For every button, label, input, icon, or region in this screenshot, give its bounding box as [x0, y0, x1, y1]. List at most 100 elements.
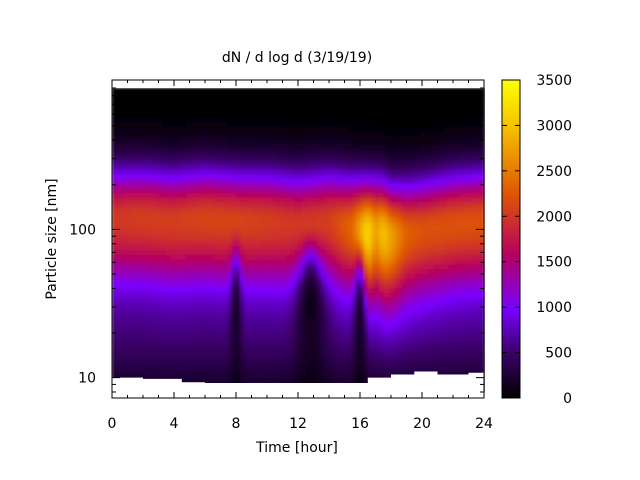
- heatmap-cell: [185, 130, 191, 137]
- heatmap-cell: [340, 320, 346, 327]
- heatmap-cell: [367, 178, 373, 184]
- heatmap-cell: [181, 249, 187, 255]
- heatmap-cell: [174, 320, 179, 327]
- heatmap-cell: [239, 316, 245, 322]
- heatmap-cell: [290, 263, 295, 270]
- heatmap-cell: [174, 263, 179, 270]
- heatmap-cell: [274, 225, 280, 232]
- heatmap-cell: [398, 187, 404, 194]
- heatmap-cell: [170, 287, 175, 293]
- heatmap-cell: [112, 230, 117, 236]
- heatmap-cell: [158, 197, 163, 203]
- heatmap-cell: [371, 159, 377, 165]
- heatmap-cell: [146, 316, 152, 322]
- heatmap-cell: [282, 368, 287, 374]
- heatmap-cell: [309, 254, 315, 260]
- heatmap-cell: [208, 154, 214, 160]
- heatmap-cell: [305, 287, 311, 293]
- heatmap-cell: [290, 116, 295, 122]
- heatmap-cell: [379, 273, 384, 279]
- heatmap-cell: [115, 154, 121, 160]
- heatmap-cell: [255, 88, 260, 94]
- heatmap-cell: [356, 116, 361, 122]
- heatmap-cell: [309, 140, 315, 146]
- heatmap-cell: [205, 373, 210, 379]
- heatmap-cell: [158, 126, 163, 132]
- heatmap-cell: [236, 349, 241, 355]
- heatmap-cell: [267, 126, 272, 132]
- heatmap-cell: [239, 320, 245, 327]
- heatmap-cell: [267, 230, 272, 236]
- heatmap-cell: [375, 116, 380, 122]
- heatmap-cell: [336, 263, 342, 270]
- heatmap-cell: [197, 88, 202, 94]
- heatmap-cell: [270, 282, 276, 289]
- heatmap-cell: [174, 330, 179, 336]
- heatmap-cell: [286, 225, 291, 232]
- heatmap-cell: [410, 311, 415, 317]
- heatmap-cell: [185, 135, 191, 141]
- heatmap-cell: [371, 344, 377, 350]
- heatmap-cell: [375, 107, 380, 113]
- heatmap-cell: [298, 197, 303, 203]
- heatmap-cell: [383, 111, 388, 118]
- heatmap-cell: [193, 197, 198, 203]
- heatmap-cell: [402, 325, 408, 331]
- heatmap-cell: [224, 211, 229, 217]
- heatmap-cell: [329, 145, 334, 151]
- heatmap-cell: [278, 135, 284, 141]
- heatmap-cell: [371, 249, 377, 255]
- heatmap-cell: [294, 263, 299, 270]
- heatmap-cell: [158, 335, 163, 341]
- heatmap-cell: [332, 244, 338, 251]
- heatmap-cell: [154, 263, 160, 270]
- heatmap-cell: [352, 88, 357, 94]
- heatmap-cell: [115, 259, 121, 265]
- heatmap-cell: [158, 259, 163, 265]
- heatmap-cell: [166, 344, 171, 350]
- heatmap-cell: [150, 311, 156, 317]
- heatmap-cell: [313, 97, 318, 103]
- heatmap-cell: [402, 130, 408, 137]
- heatmap-cell: [332, 311, 338, 317]
- heatmap-cell: [410, 325, 415, 331]
- heatmap-cell: [286, 320, 291, 327]
- heatmap-cell: [259, 325, 264, 331]
- heatmap-cell: [208, 149, 214, 156]
- heatmap-cell: [127, 244, 132, 251]
- heatmap-cell: [150, 292, 156, 298]
- heatmap-cell: [220, 349, 225, 355]
- heatmap-cell: [286, 249, 291, 255]
- heatmap-cell: [402, 235, 408, 241]
- heatmap-cell: [356, 111, 361, 118]
- heatmap-cell: [340, 111, 346, 118]
- heatmap-cell: [383, 259, 388, 265]
- heatmap-cell: [329, 311, 334, 317]
- heatmap-cell: [371, 292, 377, 298]
- heatmap-cell: [181, 373, 187, 379]
- heatmap-cell: [208, 325, 214, 331]
- heatmap-cell: [336, 221, 342, 227]
- heatmap-cell: [321, 173, 326, 179]
- heatmap-cell: [371, 259, 377, 265]
- heatmap-cell: [379, 230, 384, 236]
- heatmap-cell: [131, 325, 136, 331]
- heatmap-cell: [150, 259, 156, 265]
- heatmap-cell: [236, 301, 241, 308]
- heatmap-cell: [282, 102, 287, 108]
- heatmap-cell: [325, 320, 330, 327]
- heatmap-cell: [391, 368, 396, 374]
- heatmap-cell: [150, 320, 156, 327]
- heatmap-cell: [360, 363, 365, 369]
- heatmap-cell: [228, 368, 233, 374]
- heatmap-cell: [193, 221, 198, 227]
- heatmap-cell: [224, 249, 229, 255]
- heatmap-cell: [228, 173, 233, 179]
- heatmap-cell: [298, 354, 303, 360]
- heatmap-cell: [112, 88, 117, 94]
- heatmap-cell: [208, 92, 214, 99]
- heatmap-cell: [294, 249, 299, 255]
- heatmap-cell: [406, 149, 411, 156]
- heatmap-cell: [348, 335, 353, 341]
- heatmap-cell: [220, 164, 225, 170]
